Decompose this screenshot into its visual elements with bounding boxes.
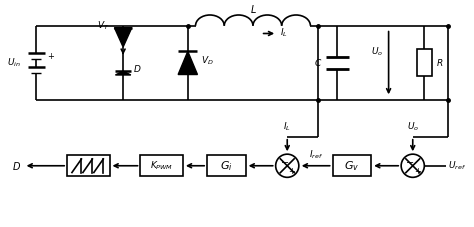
- Text: $V_T$: $V_T$: [97, 20, 109, 32]
- Bar: [207, 155, 246, 176]
- Bar: [333, 155, 371, 176]
- Polygon shape: [178, 51, 198, 74]
- Text: $K_{PWM}$: $K_{PWM}$: [150, 160, 173, 172]
- Text: $U_{ref}$: $U_{ref}$: [447, 160, 465, 172]
- Text: $+$: $+$: [413, 165, 421, 175]
- Text: $-$: $-$: [405, 156, 414, 166]
- Text: $-$: $-$: [280, 156, 289, 166]
- Text: $U_{in}$: $U_{in}$: [7, 57, 21, 69]
- Text: $U_o$: $U_o$: [371, 46, 383, 58]
- Bar: [140, 155, 183, 176]
- Text: $R$: $R$: [436, 57, 443, 68]
- Text: $G_v$: $G_v$: [344, 159, 360, 173]
- Polygon shape: [114, 28, 132, 47]
- Text: $C$: $C$: [314, 57, 322, 68]
- Text: $V_D$: $V_D$: [201, 55, 214, 67]
- Text: $I_L$: $I_L$: [283, 121, 291, 133]
- Text: $U_o$: $U_o$: [407, 121, 419, 133]
- Text: $D$: $D$: [12, 160, 21, 172]
- Bar: [67, 155, 109, 176]
- Bar: [417, 49, 432, 76]
- Text: $L$: $L$: [249, 3, 256, 15]
- Polygon shape: [115, 71, 131, 75]
- Text: $I_L$: $I_L$: [280, 26, 288, 39]
- Text: $+$: $+$: [47, 51, 55, 61]
- Text: $G_i$: $G_i$: [220, 159, 233, 173]
- Text: $I_{ref}$: $I_{ref}$: [309, 148, 323, 161]
- Text: $+$: $+$: [288, 165, 296, 175]
- Text: $D$: $D$: [133, 63, 141, 74]
